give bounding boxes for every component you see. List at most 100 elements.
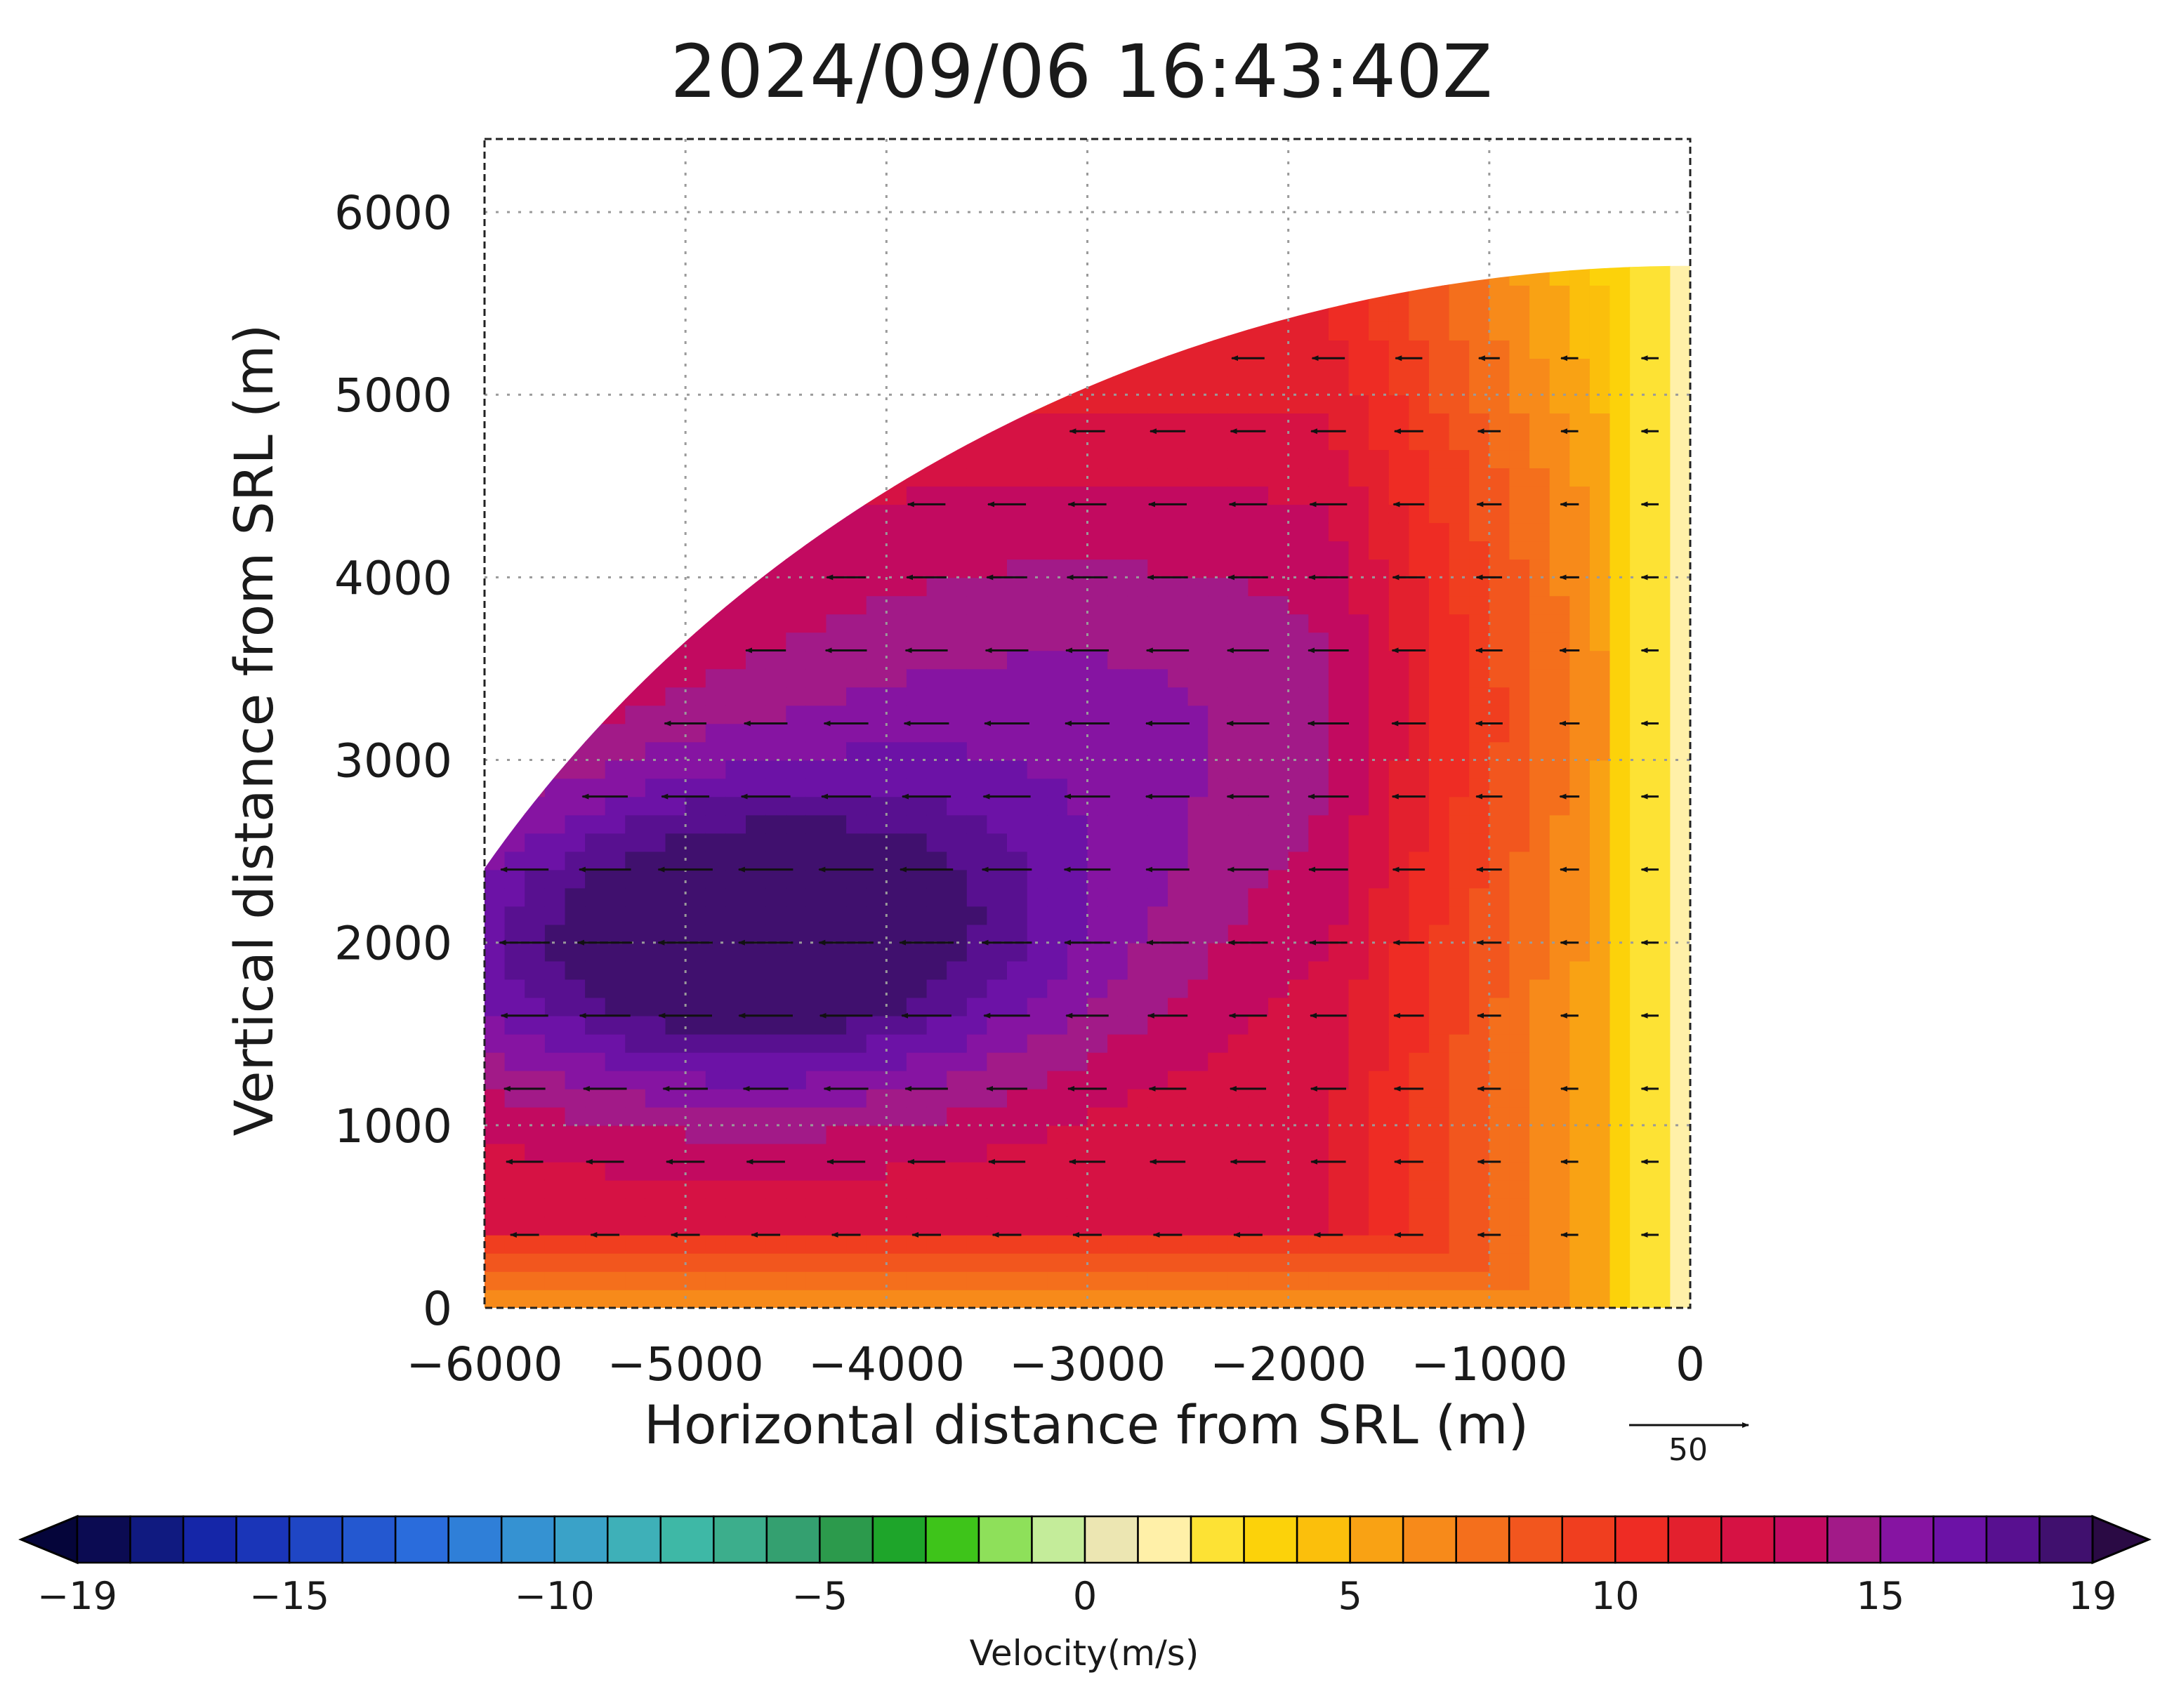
heatmap-cell (705, 668, 727, 688)
heatmap-cell (866, 778, 888, 797)
heatmap-cell (1529, 833, 1550, 852)
heatmap-cell (1409, 960, 1430, 980)
heatmap-cell (565, 1015, 586, 1035)
heatmap-cell (1449, 541, 1470, 560)
heatmap-cell (1047, 705, 1068, 724)
heatmap-cell (1187, 997, 1209, 1017)
heatmap-cell (1348, 869, 1369, 889)
heatmap-cell (786, 906, 807, 925)
heatmap-cell (1649, 960, 1671, 980)
heatmap-cell (805, 1271, 827, 1290)
heatmap-cell (1369, 449, 1390, 469)
heatmap-cell (1630, 340, 1651, 359)
heatmap-cell (966, 1161, 988, 1181)
heatmap-cell (926, 1198, 947, 1217)
heatmap-cell (1107, 1052, 1128, 1071)
heatmap-cell (1227, 577, 1249, 597)
colorbar-segment (607, 1515, 662, 1564)
heatmap-cell (765, 1179, 786, 1199)
heatmap-cell (1388, 1033, 1410, 1053)
heatmap-cell (1569, 1070, 1591, 1090)
heatmap-cell (1469, 906, 1490, 925)
heatmap-cell (585, 1198, 606, 1217)
heatmap-cell (1227, 887, 1249, 907)
heatmap-cell (685, 760, 706, 779)
heatmap-cell (525, 814, 546, 834)
colorbar-segment (129, 1515, 185, 1564)
colorbar-segment (871, 1515, 927, 1564)
heatmap-cell (926, 814, 947, 834)
heatmap-cell (1268, 632, 1289, 651)
heatmap-cell (1047, 1070, 1068, 1090)
heatmap-cell (525, 1161, 546, 1181)
heatmap-cell (906, 924, 928, 944)
heatmap-cell (1027, 1125, 1048, 1144)
heatmap-cell (1489, 1033, 1510, 1053)
heatmap-cell (1328, 614, 1350, 633)
heatmap-cell (1409, 814, 1430, 834)
heatmap-cell (1147, 1070, 1168, 1090)
heatmap-cell (1409, 796, 1430, 816)
heatmap-cell (826, 687, 847, 706)
heatmap-cell (846, 960, 867, 980)
heatmap-cell (906, 833, 928, 852)
heatmap-cell (1248, 1143, 1269, 1163)
heatmap-cell (1369, 395, 1390, 413)
heatmap-cell (504, 1253, 525, 1272)
heatmap-cell (786, 1143, 807, 1163)
heatmap-cell (1630, 997, 1651, 1017)
heatmap-cell (525, 1179, 546, 1199)
heatmap-cell (1248, 924, 1269, 944)
heatmap-cell (625, 833, 646, 852)
heatmap-cell (1388, 504, 1410, 524)
heatmap-cell (585, 979, 606, 998)
heatmap-cell (1127, 723, 1149, 743)
heatmap-cell (1288, 504, 1310, 524)
heatmap-cell (886, 1253, 907, 1272)
heatmap-cell (544, 942, 566, 962)
heatmap-cell (1127, 1253, 1149, 1272)
heatmap-cell (1449, 760, 1470, 779)
heatmap-cell (1308, 413, 1329, 432)
heatmap-cell (504, 1106, 525, 1126)
heatmap-cell (1127, 924, 1149, 944)
heatmap-cell (1047, 1290, 1068, 1308)
heatmap-cell (1489, 1216, 1510, 1236)
heatmap-cell (1589, 1088, 1611, 1108)
heatmap-cell (585, 851, 606, 870)
heatmap-cell (1227, 1106, 1249, 1126)
heatmap-cell (1409, 1070, 1430, 1090)
heatmap-cell (1187, 468, 1209, 487)
heatmap-cell (826, 887, 847, 907)
heatmap-cell (1630, 541, 1651, 560)
heatmap-cell (1509, 924, 1530, 944)
heatmap-cell (1388, 1179, 1410, 1199)
heatmap-cell (1369, 960, 1390, 980)
heatmap-cell (765, 1088, 786, 1108)
heatmap-cell (805, 650, 827, 670)
heatmap-cell (1429, 741, 1450, 761)
heatmap-cell (565, 1143, 586, 1163)
heatmap-cell (966, 577, 988, 597)
heatmap-cell (1268, 942, 1289, 962)
heatmap-cell (1007, 924, 1028, 944)
heatmap-cell (725, 814, 746, 834)
heatmap-cell (1087, 1015, 1108, 1035)
heatmap-cell (1248, 504, 1269, 524)
heatmap-cell (1489, 577, 1510, 597)
heatmap-cell (1328, 1161, 1350, 1181)
heatmap-cell (1529, 796, 1550, 816)
heatmap-cell (1208, 1088, 1229, 1108)
heatmap-cell (1348, 1161, 1369, 1181)
heatmap-cell (886, 1161, 907, 1181)
heatmap-cell (1469, 796, 1490, 816)
heatmap-cell (1529, 723, 1550, 743)
heatmap-cell (1489, 741, 1510, 761)
heatmap-cell (1268, 1271, 1289, 1290)
heatmap-cell (1469, 924, 1490, 944)
heatmap-cell (1348, 979, 1369, 998)
heatmap-cell (1429, 431, 1450, 451)
heatmap-cell (1609, 741, 1631, 761)
heatmap-cell (1328, 705, 1350, 724)
heatmap-cell (1529, 851, 1550, 870)
